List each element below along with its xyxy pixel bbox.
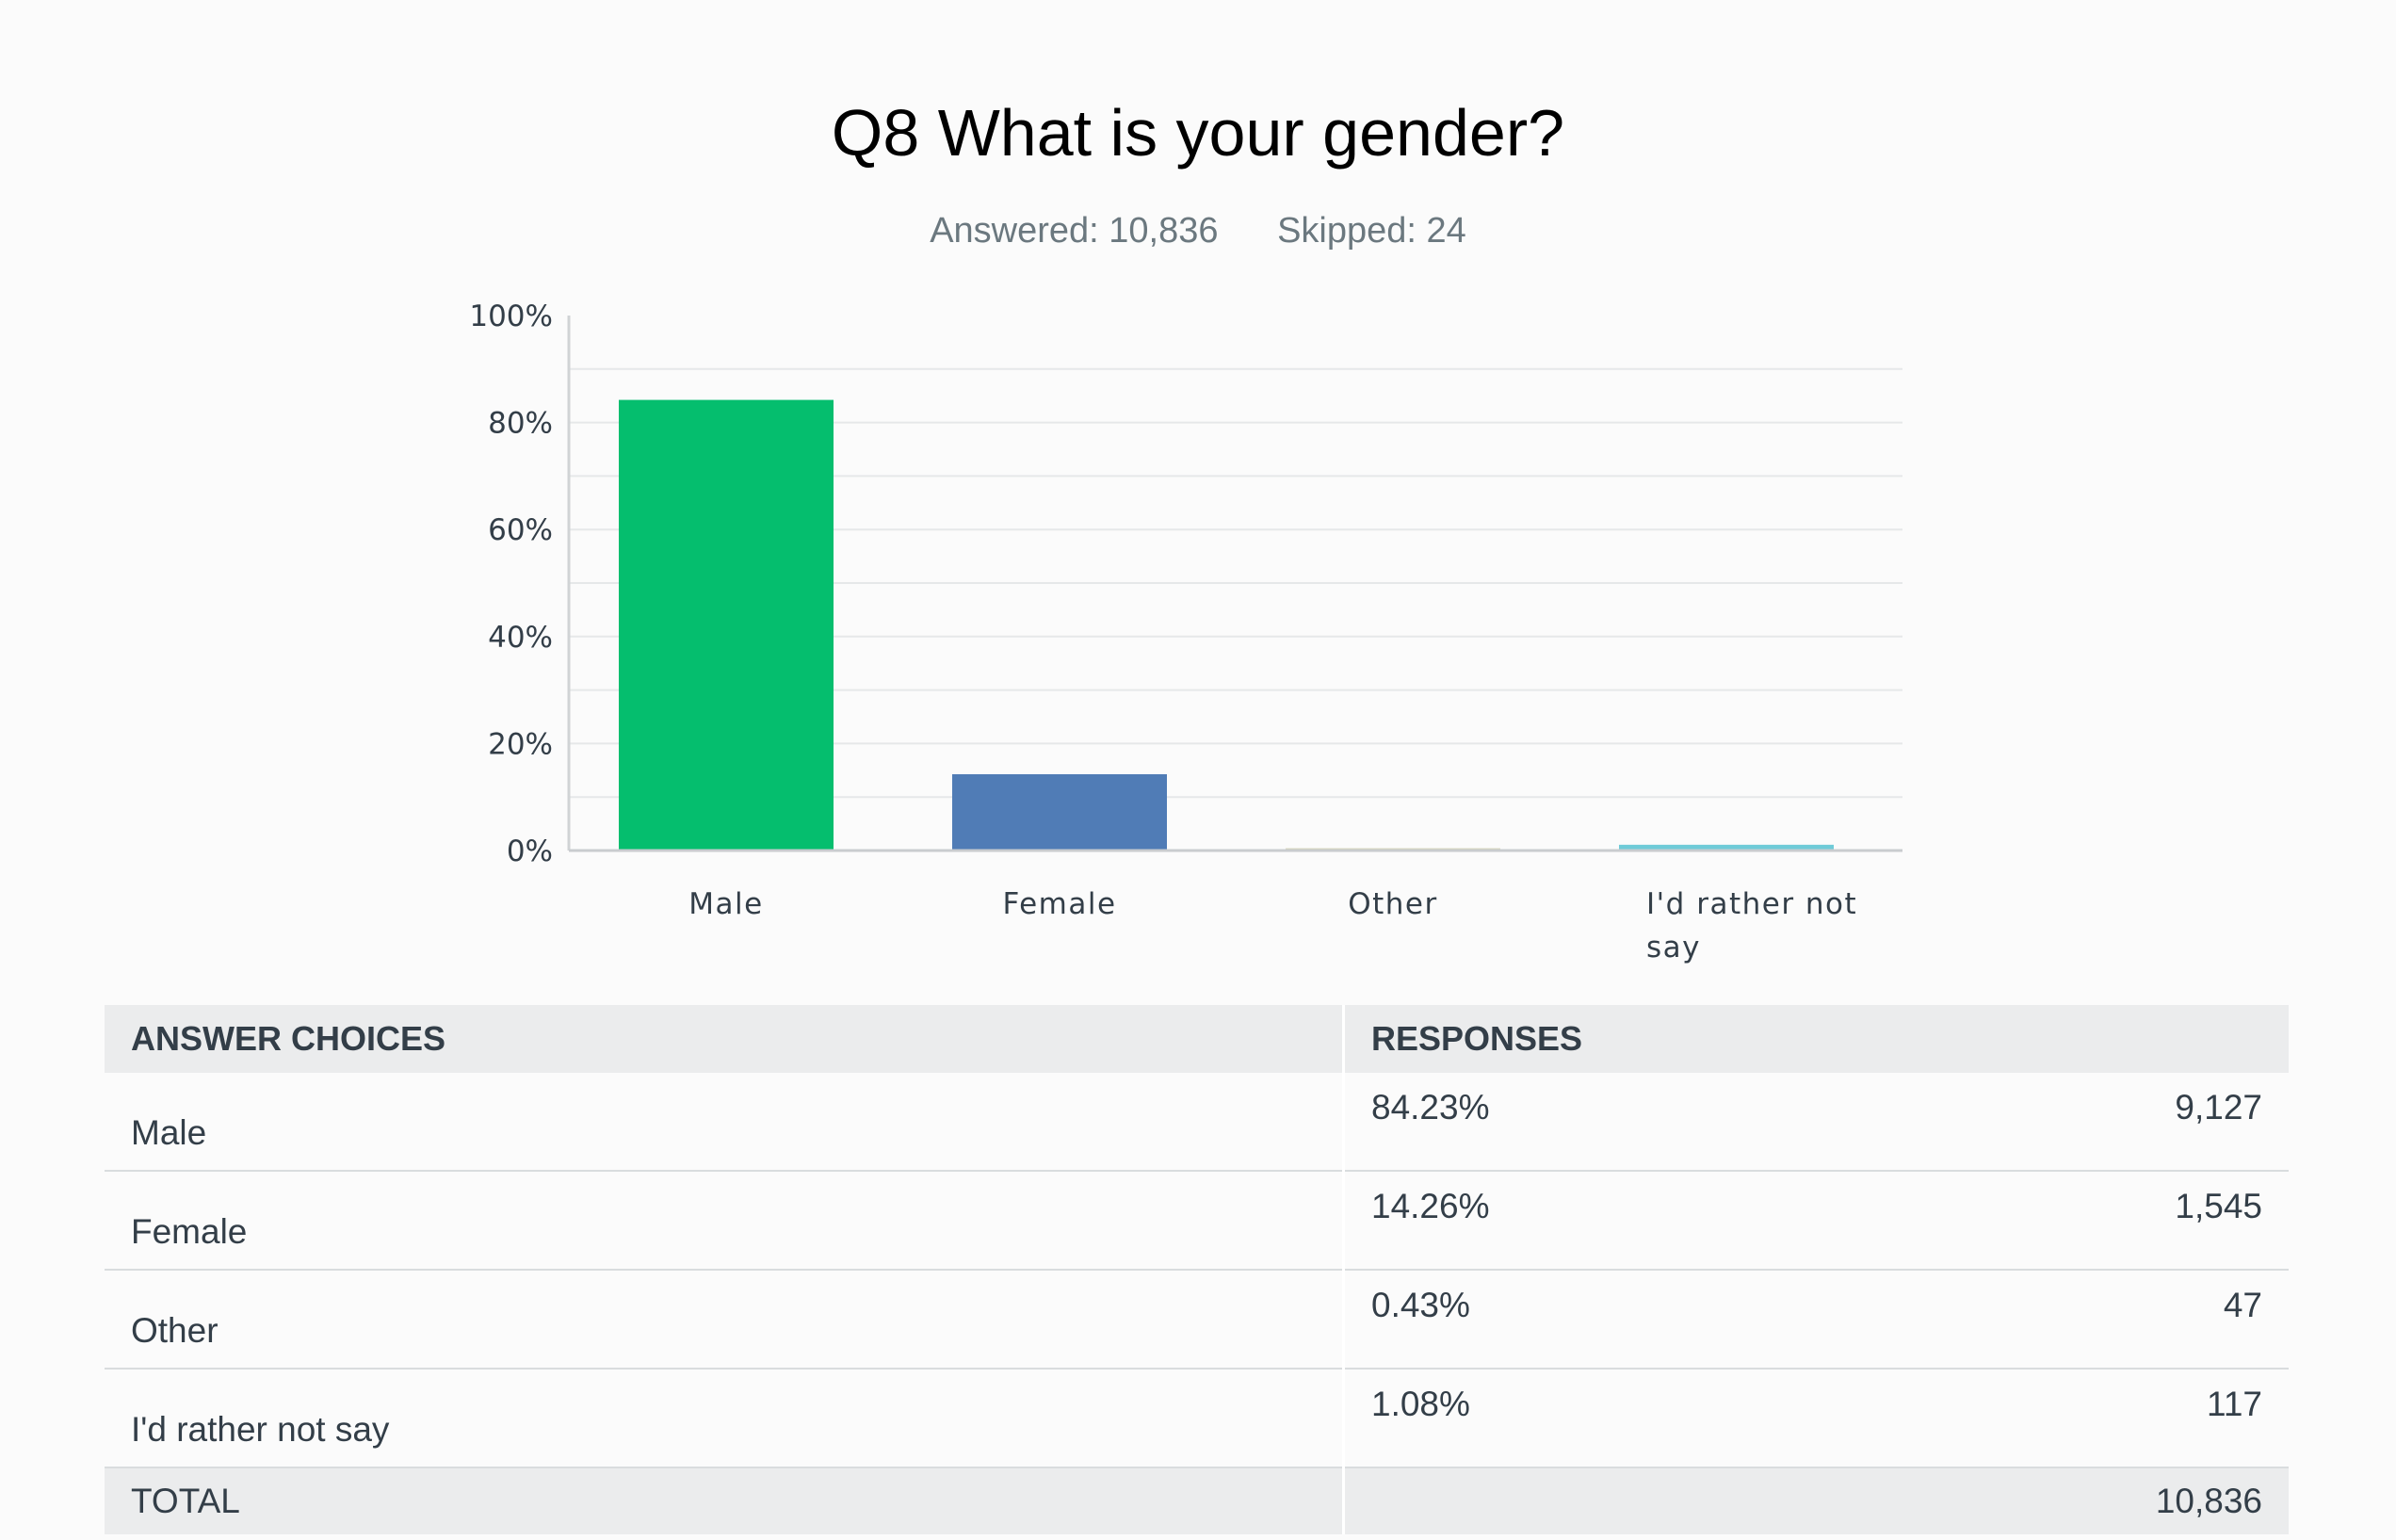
table-row: Female 14.26% 1,545 — [105, 1171, 2289, 1271]
response-percent: 1.08% — [1343, 1369, 1835, 1468]
bar-i-d-rather-not-say — [1619, 844, 1834, 851]
response-count: 1,545 — [1834, 1171, 2289, 1271]
x-tick-label: I'd rather not say — [1646, 887, 1857, 965]
y-tick-label: 100% — [469, 300, 553, 333]
x-tick-label: Other — [1348, 887, 1438, 921]
bar-female — [952, 774, 1167, 851]
y-tick-label: 0% — [507, 835, 553, 868]
response-summary: Answered: 10,836 Skipped: 24 — [0, 207, 2396, 254]
table-header-row: ANSWER CHOICES RESPONSES — [105, 1005, 2289, 1073]
answer-choice: I'd rather not say — [105, 1369, 1345, 1468]
header-responses: RESPONSES — [1343, 1005, 2289, 1073]
response-percent: 14.26% — [1343, 1171, 1835, 1271]
responses-table: ANSWER CHOICES RESPONSES Male 84.23% 9,1… — [105, 1005, 2289, 1534]
table-row: Other 0.43% 47 — [105, 1270, 2289, 1370]
table-total-row: TOTAL 10,836 — [105, 1467, 2289, 1534]
y-tick-label: 60% — [488, 513, 553, 547]
table-row: I'd rather not say 1.08% 117 — [105, 1369, 2289, 1468]
response-count: 9,127 — [1834, 1073, 2289, 1172]
question-title: Q8 What is your gender? — [831, 96, 1565, 170]
total-count: 10,836 — [1834, 1467, 2289, 1534]
response-count: 117 — [1834, 1369, 2289, 1468]
answer-choice: Female — [105, 1171, 1345, 1271]
answer-choice: Male — [105, 1073, 1345, 1172]
header-answer-choices: ANSWER CHOICES — [105, 1005, 1345, 1073]
table-row: Male 84.23% 9,127 — [105, 1073, 2289, 1172]
bar-chart: 0% 20% 40% 60% 80% 100% Male Female Other I'd rat… — [469, 300, 1902, 965]
x-tick-label: Female — [1002, 887, 1116, 921]
answered-count: Answered: 10,836 — [930, 211, 1219, 251]
answer-choice: Other — [105, 1270, 1345, 1370]
response-percent: 0.43% — [1343, 1270, 1835, 1370]
response-count: 47 — [1834, 1270, 2289, 1370]
skipped-count: Skipped: 24 — [1277, 211, 1466, 251]
y-tick-label: 40% — [488, 621, 553, 655]
total-percent-empty — [1343, 1467, 1835, 1534]
x-tick-label: Male — [688, 887, 763, 921]
y-tick-label: 80% — [488, 407, 553, 441]
y-tick-label: 20% — [488, 727, 553, 761]
response-percent: 84.23% — [1343, 1073, 1835, 1172]
bar-male — [619, 399, 834, 851]
total-label: TOTAL — [105, 1467, 1345, 1534]
